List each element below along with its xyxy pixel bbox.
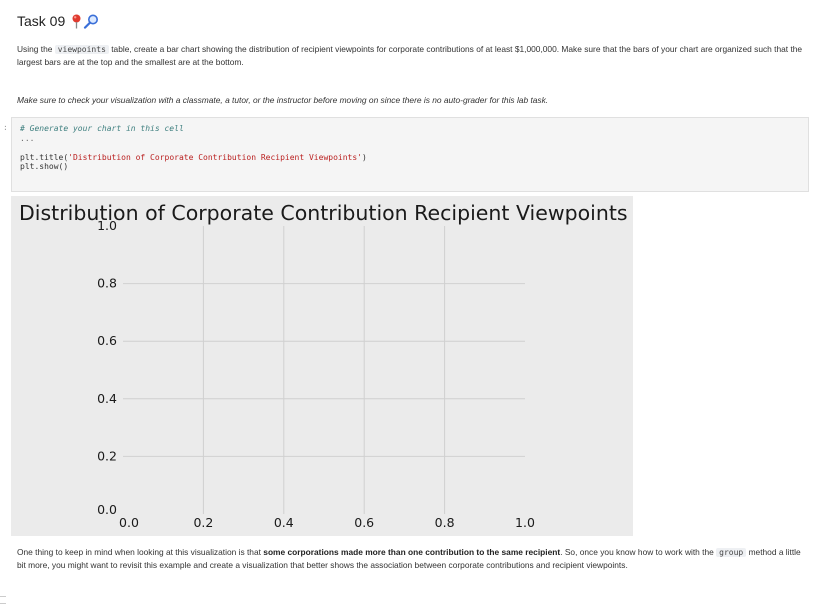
code-title-line: plt.title('Distribution of Corporate Con… (20, 153, 800, 163)
x-tick-label: 1.0 (515, 515, 535, 530)
code-show-line: plt.show() (20, 162, 69, 171)
check-note: Make sure to check your visualization wi… (17, 95, 549, 105)
inline-code-group: group (716, 548, 747, 557)
chart-title: Distribution of Corporate Contribution R… (19, 201, 628, 225)
instruction-text-1: Using the (17, 44, 53, 54)
x-tick-label: 0.0 (119, 515, 139, 530)
code-comment-line: # Generate your chart in this cell (20, 124, 184, 133)
code-cell-editor[interactable]: # Generate your chart in this cell ... p… (11, 117, 809, 192)
code-ellipsis-line: ... (20, 133, 35, 143)
y-tick-label: 0.2 (97, 448, 117, 463)
footer-bold-text: some corporations made more than one con… (263, 547, 561, 557)
y-tick-label: 0.8 (97, 276, 117, 291)
task-title: Task 09 (17, 13, 66, 29)
footer-text-3: method a little bit more, you might want… (17, 547, 801, 570)
footer-paragraph: One thing to keep in mind when looking a… (17, 546, 807, 572)
task-heading: Task 09 (17, 13, 99, 29)
pushpin-icon (72, 14, 81, 28)
x-tick-label: 0.2 (193, 515, 213, 530)
x-tick-label: 0.4 (274, 515, 294, 530)
cell-collapse-marker[interactable] (0, 596, 6, 604)
y-tick-label: 0.6 (97, 333, 117, 348)
y-tick-label: 1.0 (97, 218, 117, 233)
instruction-text-2: table, create a bar chart showing the di… (17, 44, 803, 67)
magnifying-glass-icon (84, 14, 99, 29)
inline-code-viewpoints: viewpoints (54, 45, 109, 54)
cell-prompt: : (3, 123, 8, 132)
footer-text-2: . So, once you know how to work with the (560, 547, 714, 557)
code-title-close: ) (361, 152, 367, 162)
code-title-string: 'Distribution of Corporate Contribution … (68, 152, 362, 162)
footer-text-1: One thing to keep in mind when looking a… (17, 547, 261, 557)
instruction-paragraph: Using the viewpoints table, create a bar… (17, 43, 807, 69)
task-icons (71, 14, 99, 29)
chart-output (11, 196, 633, 536)
code-title-call: plt.title( (20, 152, 69, 162)
y-tick-label: 0.4 (97, 391, 117, 406)
x-tick-label: 0.8 (435, 515, 455, 530)
y-tick-label: 0.0 (97, 502, 117, 517)
x-tick-label: 0.6 (354, 515, 374, 530)
